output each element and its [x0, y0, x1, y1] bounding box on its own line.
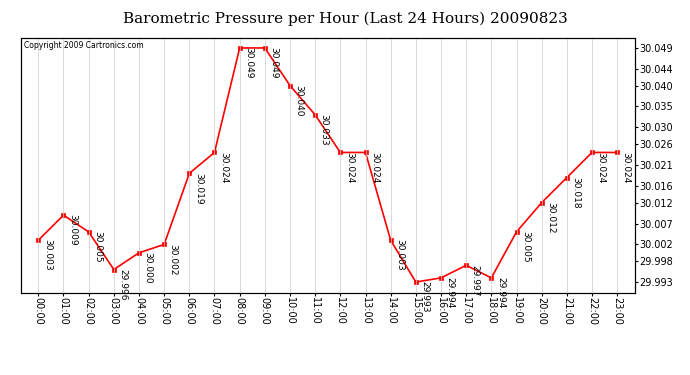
Text: 29.993: 29.993 — [420, 281, 429, 313]
Text: 30.005: 30.005 — [93, 231, 102, 263]
Text: Barometric Pressure per Hour (Last 24 Hours) 20090823: Barometric Pressure per Hour (Last 24 Ho… — [123, 11, 567, 26]
Text: 30.000: 30.000 — [144, 252, 152, 284]
Text: 30.024: 30.024 — [345, 152, 354, 183]
Text: 30.003: 30.003 — [395, 240, 404, 271]
Text: 30.002: 30.002 — [168, 244, 178, 275]
Text: 29.994: 29.994 — [446, 277, 455, 309]
Text: Copyright 2009 Cartronics.com: Copyright 2009 Cartronics.com — [23, 41, 144, 50]
Text: 30.018: 30.018 — [571, 177, 580, 209]
Text: 30.005: 30.005 — [521, 231, 530, 263]
Text: 30.024: 30.024 — [219, 152, 228, 183]
Text: 30.049: 30.049 — [244, 47, 253, 79]
Text: 30.024: 30.024 — [622, 152, 631, 183]
Text: 29.994: 29.994 — [496, 277, 505, 309]
Text: 30.040: 30.040 — [295, 85, 304, 116]
Text: 30.003: 30.003 — [43, 240, 52, 271]
Text: 30.009: 30.009 — [68, 214, 77, 246]
Text: 30.033: 30.033 — [319, 114, 328, 146]
Text: 29.996: 29.996 — [119, 269, 128, 300]
Text: 30.049: 30.049 — [269, 47, 278, 79]
Text: 30.024: 30.024 — [597, 152, 606, 183]
Text: 30.012: 30.012 — [546, 202, 555, 233]
Text: 29.997: 29.997 — [471, 265, 480, 296]
Text: 30.019: 30.019 — [194, 172, 203, 204]
Text: 30.024: 30.024 — [370, 152, 379, 183]
